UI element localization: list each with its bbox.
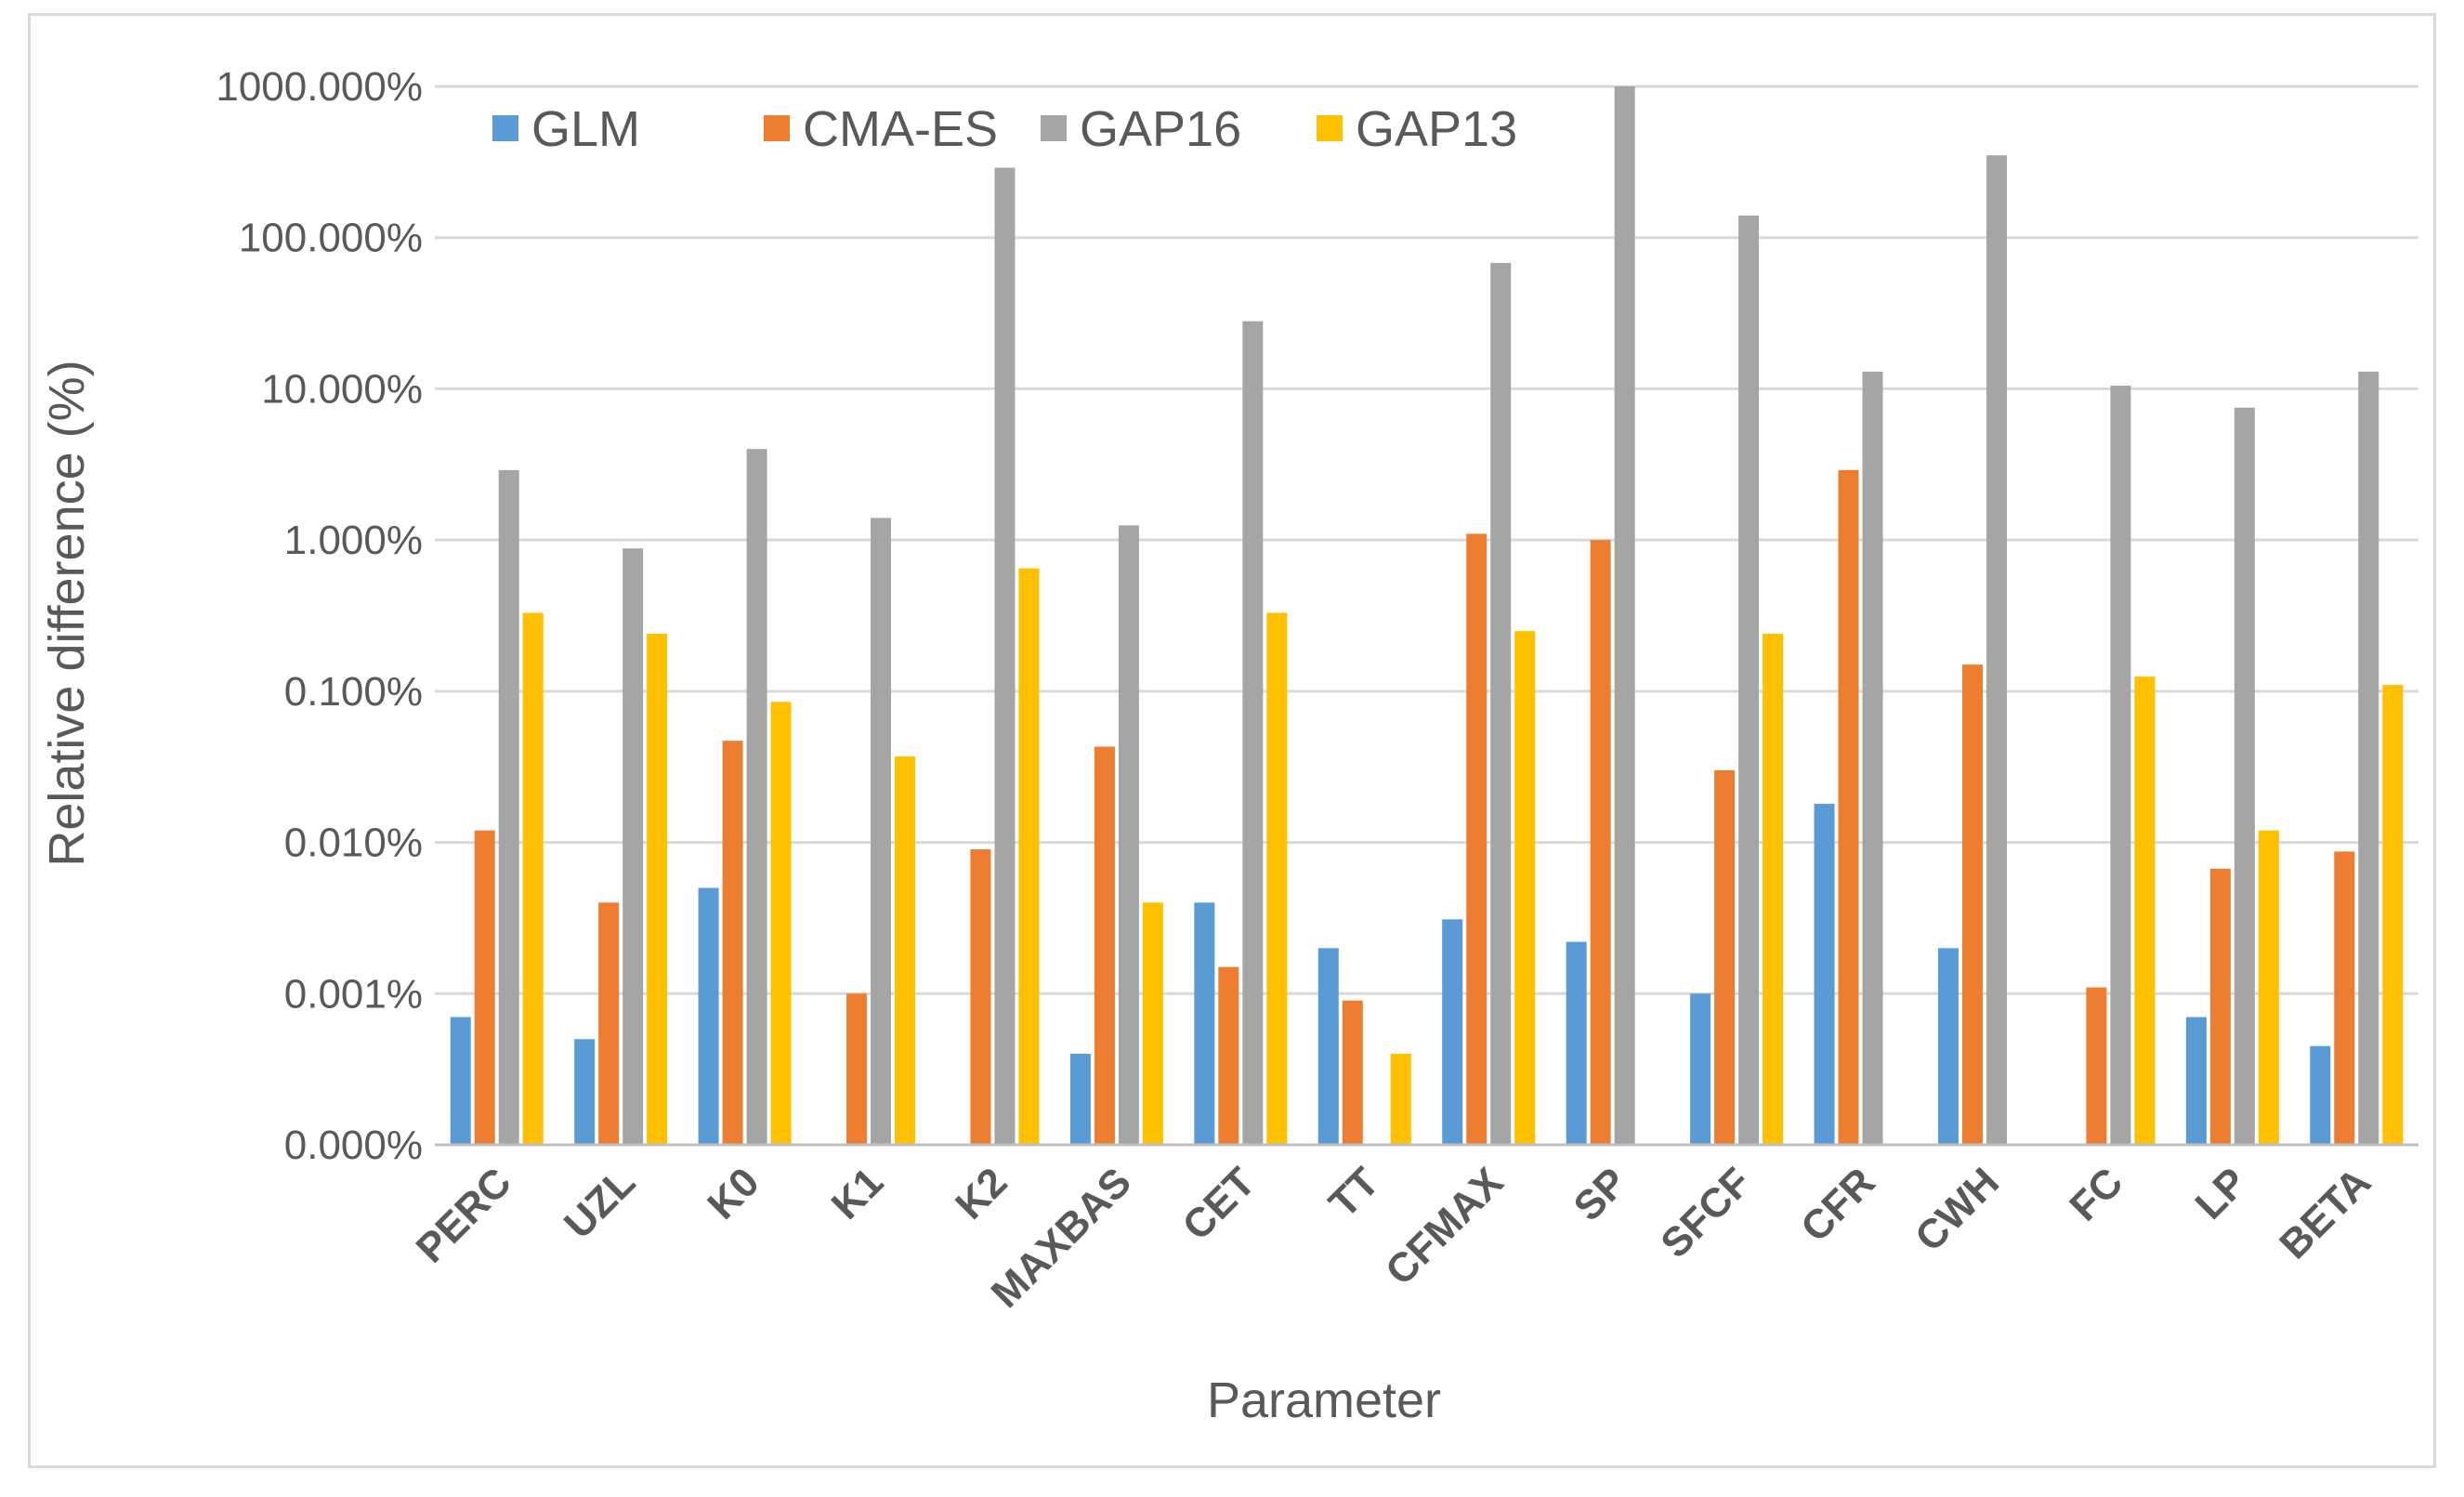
x-tick-label: CFR	[1792, 1159, 1884, 1251]
bar-gap16-sp	[1614, 86, 1635, 1145]
legend-label-glm: GLM	[531, 101, 640, 157]
y-axis-title: Relative difference (%)	[39, 360, 95, 866]
bar-cma-es-cwh	[1961, 664, 1983, 1145]
bars	[435, 86, 2418, 1147]
bar-glm-sp	[1566, 941, 1587, 1145]
bar-gap16-perc	[498, 469, 519, 1146]
bar-cma-es-uzl	[598, 902, 620, 1145]
bar-gap13-lp	[2258, 830, 2279, 1145]
bar-gap16-cwh	[1986, 155, 2007, 1145]
bar-cma-es-cfr	[1838, 469, 1859, 1146]
bar-glm-uzl	[574, 1039, 596, 1145]
bar-gap13-fc	[2134, 676, 2156, 1145]
bar-gap16-lp	[2234, 407, 2255, 1145]
x-tick-label: FC	[2061, 1159, 2131, 1229]
legend-label-gap16: GAP16	[1080, 101, 1241, 157]
bar-gap16-maxbas	[1118, 525, 1139, 1145]
y-tick-label: 1000.000%	[216, 64, 423, 110]
y-tick-label: 0.100%	[284, 669, 423, 715]
x-tick-label: CET	[1174, 1159, 1265, 1249]
bar-gap13-maxbas	[1142, 902, 1163, 1145]
legend-swatch-glm	[492, 115, 518, 141]
bar-glm-cwh	[1937, 948, 1959, 1145]
bar-cma-es-beta	[2334, 851, 2355, 1145]
bar-glm-sfcf	[1690, 993, 1711, 1145]
x-tick-label: PERC	[408, 1159, 520, 1271]
legend: GLM CMA-ES GAP16 GAP13	[492, 101, 1517, 157]
legend-swatch-gap13	[1317, 115, 1343, 141]
bar-gap13-cfmax	[1514, 631, 1536, 1145]
bar-cma-es-sfcf	[1714, 769, 1736, 1145]
y-tick-label: 0.010%	[284, 821, 423, 866]
y-tick-label: 1.000%	[284, 518, 423, 563]
x-tick-label: TT	[1320, 1159, 1388, 1227]
bar-gap13-k0	[770, 702, 792, 1145]
bar-glm-perc	[450, 1017, 471, 1145]
bar-cma-es-cfmax	[1466, 533, 1488, 1145]
x-axis-title: Parameter	[1207, 1372, 1441, 1428]
x-tick-label: K1	[823, 1159, 892, 1228]
chart-frame	[28, 13, 2436, 1468]
bar-gap16-k1	[871, 518, 892, 1145]
x-tick-label: CFMAX	[1377, 1159, 1512, 1293]
bar-gap16-k2	[994, 167, 1016, 1145]
bar-cma-es-k0	[722, 741, 743, 1145]
bar-gap13-cet	[1266, 612, 1288, 1145]
bar-gap16-fc	[2110, 385, 2131, 1145]
y-tick-label: 0.001%	[284, 971, 423, 1017]
bar-cma-es-k1	[846, 993, 868, 1145]
bar-glm-cfr	[1814, 804, 1835, 1145]
bar-cma-es-tt	[1342, 1000, 1363, 1145]
bar-gap13-tt	[1390, 1054, 1411, 1145]
bar-cma-es-fc	[2086, 987, 2107, 1145]
bar-cma-es-cet	[1218, 966, 1239, 1145]
bar-gap13-uzl	[647, 633, 668, 1145]
bar-glm-lp	[2185, 1017, 2207, 1145]
bar-gap16-cfmax	[1490, 262, 1512, 1145]
bar-glm-cet	[1194, 902, 1215, 1145]
bar-cma-es-k2	[970, 849, 991, 1145]
y-tick-labels: 0.000% 0.001% 0.010% 0.100% 1.000% 10.000% 100…	[216, 64, 423, 1168]
bar-gap13-beta	[2382, 685, 2404, 1145]
x-tick-label: CWH	[1907, 1159, 2008, 1260]
bar-gap13-perc	[522, 612, 544, 1145]
bar-glm-k0	[698, 887, 719, 1145]
bar-gap16-beta	[2358, 371, 2379, 1145]
x-tick-label: K0	[699, 1159, 767, 1228]
bar-gap16-uzl	[623, 548, 644, 1145]
bar-gap16-k0	[746, 449, 767, 1146]
bar-gap13-k2	[1018, 568, 1040, 1145]
x-tick-label: SFCF	[1652, 1159, 1760, 1267]
x-tick-label: K2	[947, 1159, 1016, 1228]
bar-glm-tt	[1317, 948, 1339, 1145]
bar-gap13-sfcf	[1763, 633, 1784, 1145]
legend-label-gap13: GAP13	[1356, 101, 1517, 157]
bar-gap16-cfr	[1862, 371, 1883, 1145]
bar-gap16-cet	[1242, 321, 1264, 1146]
legend-swatch-cma-es	[764, 115, 790, 141]
bar-gap13-k1	[895, 756, 916, 1145]
y-tick-label: 10.000%	[261, 366, 423, 412]
bar-cma-es-lp	[2209, 868, 2231, 1145]
bar-glm-beta	[2310, 1045, 2331, 1145]
bar-gap16-sfcf	[1738, 215, 1760, 1146]
bar-cma-es-maxbas	[1094, 746, 1115, 1145]
x-tick-label: SP	[1566, 1159, 1636, 1229]
bar-cma-es-perc	[474, 830, 495, 1145]
y-tick-label: 100.000%	[239, 216, 423, 261]
y-tick-label: 0.000%	[284, 1123, 423, 1168]
legend-swatch-gap16	[1041, 115, 1067, 141]
x-tick-label: UZL	[556, 1159, 644, 1247]
bar-glm-maxbas	[1069, 1054, 1091, 1145]
legend-label-cma-es: CMA-ES	[803, 101, 998, 157]
x-tick-label: LP	[2187, 1159, 2256, 1228]
bar-cma-es-sp	[1590, 540, 1611, 1145]
x-tick-label: BETA	[2271, 1159, 2379, 1267]
bar-glm-cfmax	[1442, 919, 1463, 1145]
